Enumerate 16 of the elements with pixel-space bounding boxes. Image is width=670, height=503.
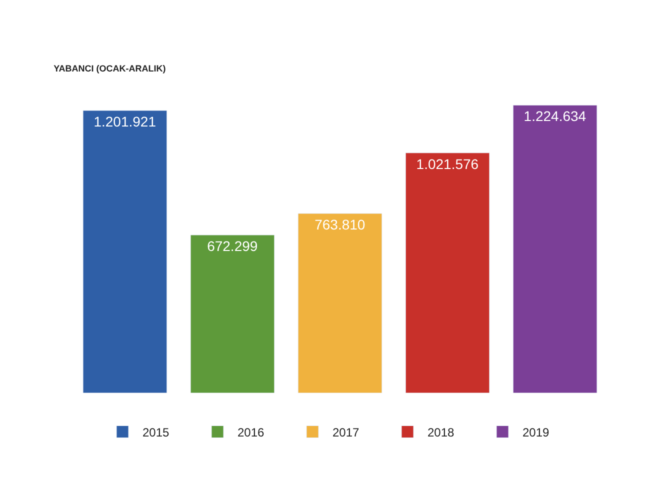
bar [512, 104, 598, 393]
bar [190, 234, 275, 393]
data-label: 1.224.634 [524, 108, 586, 124]
legend-label: 2016 [238, 425, 265, 440]
legend-label: 2018 [428, 425, 455, 440]
data-label: 763.810 [314, 216, 366, 232]
legend-label: 2015 [142, 425, 170, 440]
data-label: 1.021.576 [416, 156, 479, 172]
data-label: 1.201.921 [94, 113, 156, 130]
legend-label: 2019 [522, 425, 550, 440]
bar [298, 213, 382, 393]
bar [82, 110, 168, 393]
data-label: 672.299 [207, 238, 258, 254]
legend-label: 2017 [332, 425, 360, 440]
chart-title: YABANCI (OCAK-ARALIK) [54, 64, 166, 74]
bar [405, 152, 490, 393]
